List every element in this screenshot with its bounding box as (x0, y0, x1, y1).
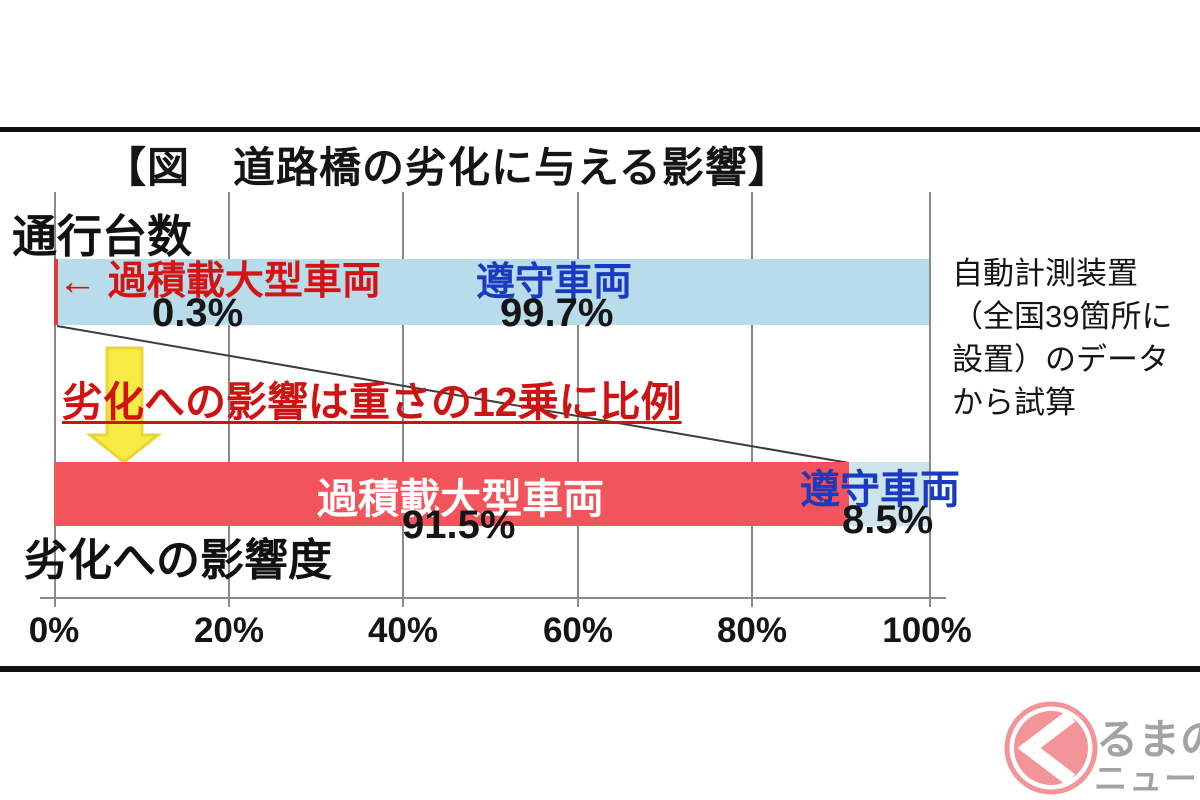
bar-impact-compliant (849, 462, 929, 526)
x-axis-tick (751, 597, 753, 607)
bottom-overloaded-label: 過積載大型車両 (317, 476, 604, 522)
x-tick-label: 20% (193, 611, 265, 650)
data-source-note-line: 自動計測装置 (952, 256, 1138, 291)
x-tick-label: 60% (542, 611, 614, 650)
gridline-100pct (929, 192, 931, 598)
bar-traffic-volume-overloaded (54, 259, 58, 325)
x-axis-tick (929, 597, 931, 607)
data-source-note-line: （全国39箇所に (952, 299, 1173, 334)
logo-text-line2: ニュース (1094, 760, 1200, 797)
top-overloaded-label: ← 過積載大型車両 (58, 260, 381, 303)
top-compliant-label: 遵守車両 (476, 261, 633, 304)
x-tick-label: 80% (716, 611, 788, 650)
gridline-80pct (751, 192, 753, 598)
gridline-20pct (228, 192, 230, 598)
kuruma-no-news-logo-icon (1004, 701, 1098, 795)
x-axis-tick (577, 597, 579, 607)
bar-impact-overloaded (54, 462, 849, 526)
x-axis-line (40, 597, 946, 599)
gridline-40pct (402, 192, 404, 598)
x-tick-label: 40% (367, 611, 439, 650)
gridline-0pct (54, 192, 56, 598)
x-axis-tick (402, 597, 404, 607)
x-tick-label: 0% (28, 611, 80, 650)
data-source-note-line: から試算 (952, 385, 1076, 420)
top-compliant-value: 99.7% (500, 291, 614, 335)
x-axis-tick (54, 597, 56, 607)
bar-traffic-volume-compliant (54, 259, 929, 325)
top-divider (0, 127, 1200, 132)
bottom-compliant-value: 8.5% (842, 498, 934, 542)
data-source-note-line: 設置）のデータ (952, 342, 1169, 377)
bottom-divider (0, 666, 1200, 672)
weight-power-annotation: 劣化への影響は重さの12乗に比例 (62, 379, 682, 425)
category-label-impact: 劣化への影響度 (24, 536, 332, 585)
bottom-compliant-label: 遵守車両 (800, 468, 960, 512)
top-overloaded-value: 0.3% (152, 291, 244, 335)
logo-text-line1: るまの (1096, 716, 1200, 763)
x-tick-label: 100% (882, 611, 972, 650)
bottom-overloaded-value: 91.5% (402, 503, 516, 547)
x-axis-tick (228, 597, 230, 607)
category-label-traffic-volume: 通行台数 (12, 211, 193, 262)
gridline-60pct (577, 192, 579, 598)
data-source-note: 自動計測装置 （全国39箇所に 設置）のデータ から試算 (952, 252, 1200, 424)
figure-title: 【図 道路橋の劣化に与える影響】 (104, 144, 791, 191)
down-arrow-icon (85, 346, 163, 464)
